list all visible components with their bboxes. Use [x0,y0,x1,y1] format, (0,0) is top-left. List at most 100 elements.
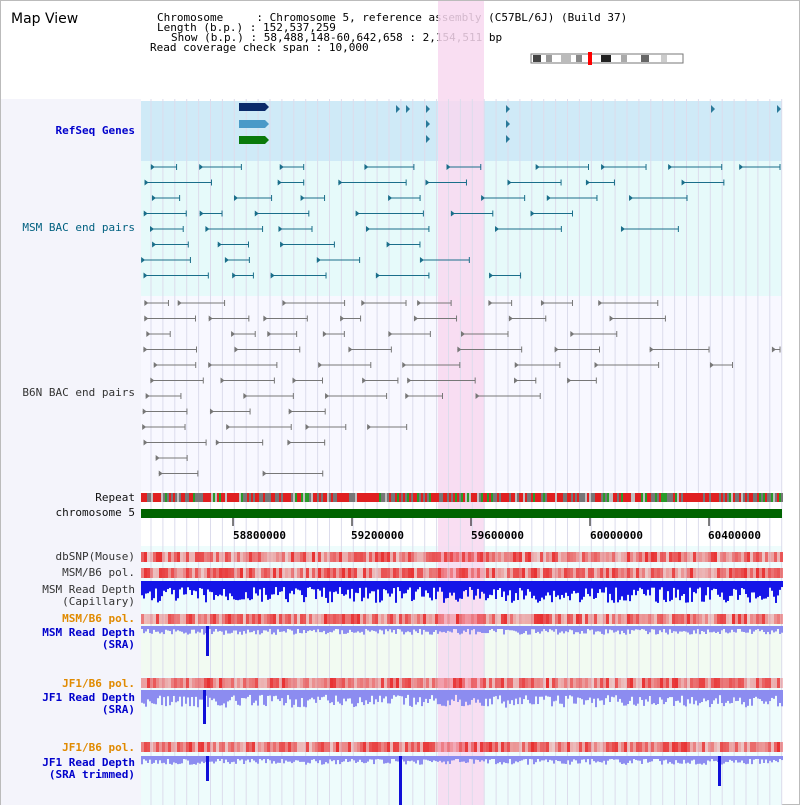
gene-exon [239,136,265,144]
pol-mark [327,742,330,752]
depth-bar [269,626,271,629]
repeat-mark [379,493,381,502]
depth-bar [239,626,241,632]
depth-spike [206,756,209,781]
pol-mark [612,742,615,752]
pol-mark [165,678,168,688]
depth-bar [281,626,283,632]
depth-bar [223,626,225,635]
pol-mark [465,742,468,752]
pol-mark [762,552,765,562]
depth-bar [181,626,183,632]
depth-bar [557,756,559,762]
repeat-mark [565,493,567,502]
repeat-mark [167,493,169,502]
depth-bar [593,690,595,699]
bac-end [598,300,603,306]
depth-bar [299,626,301,633]
depth-bar [637,581,639,591]
pol-mark [444,568,447,578]
depth-bar [731,581,733,596]
pol-mark [609,552,612,562]
depth-bar [313,756,315,760]
pol-mark [180,678,183,688]
depth-bar [647,690,649,702]
pol-mark [735,614,738,624]
pol-mark [606,614,609,624]
depth-bar [337,626,339,630]
repeat-mark [713,493,715,502]
depth-bar [303,626,305,631]
pol-mark [726,742,729,752]
pol-mark [729,552,732,562]
depth-bar [311,581,313,590]
depth-bar [429,690,431,700]
repeat-mark [183,493,185,502]
pol-mark [765,568,768,578]
pol-mark [387,568,390,578]
depth-bar [625,581,627,601]
repeat-mark [567,493,569,502]
depth-bar [321,626,323,633]
bac-end [629,195,634,201]
depth-bar [353,690,355,708]
repeat-mark [375,493,377,502]
pol-mark [525,614,528,624]
depth-bar [417,690,419,703]
pol-mark [261,742,264,752]
depth-bar [253,690,255,703]
depth-bar [335,626,337,629]
pol-mark [483,678,486,688]
depth-bar [325,690,327,695]
depth-bar [477,756,479,760]
depth-bar [307,581,309,588]
pol-mark [639,614,642,624]
repeat-mark [677,493,679,502]
depth-bar [503,626,505,635]
repeat-mark [513,493,515,502]
pol-mark [768,552,771,562]
pol-mark [666,552,669,562]
depth-bar [167,626,169,631]
depth-bar [325,756,327,763]
depth-bar [725,626,727,633]
depth-bar [259,756,261,759]
depth-bar [319,626,321,633]
pol-mark [420,742,423,752]
depth-bar [511,690,513,701]
depth-bar [587,756,589,760]
pol-mark [579,678,582,688]
pol-mark [732,614,735,624]
repeat-mark [549,493,551,502]
pol-mark [720,568,723,578]
depth-bar [759,581,761,596]
repeat-mark [573,493,575,502]
depth-bar [711,756,713,760]
pol-mark [426,678,429,688]
pol-mark [273,614,276,624]
repeat-mark [717,493,719,502]
depth-spike [718,756,721,786]
depth-bar [361,756,363,763]
pol-mark [624,678,627,688]
depth-bar [243,690,245,699]
pol-mark [651,552,654,562]
depth-bar [179,690,181,697]
repeat-mark [333,493,335,502]
pol-mark [714,552,717,562]
depth-bar [241,581,243,600]
pol-mark [693,568,696,578]
pol-mark [534,614,537,624]
repeat-mark [355,493,357,502]
pol-mark [627,552,630,562]
pol-mark [387,678,390,688]
pol-mark [408,552,411,562]
depth-bar [161,690,163,706]
repeat-mark [539,493,541,502]
depth-bar [657,626,659,635]
depth-bar [277,626,279,630]
pol-mark [237,552,240,562]
pol-mark [555,614,558,624]
pol-mark [210,552,213,562]
